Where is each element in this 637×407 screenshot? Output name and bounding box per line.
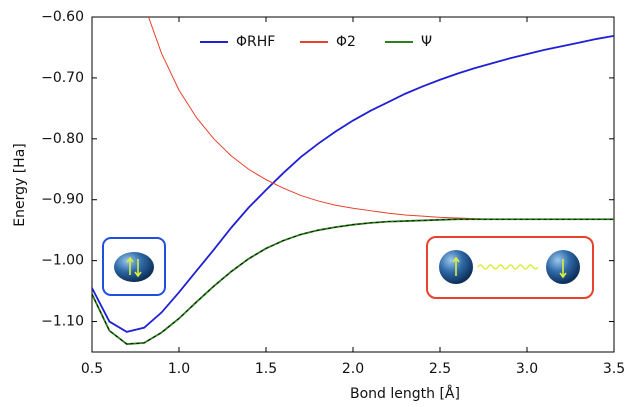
x-tick-label: 1.5 [255,361,277,377]
y-tick-label: −0.60 [41,9,84,25]
series-line [148,17,614,220]
inset-separated [426,236,594,299]
x-tick-label: 2.0 [342,361,364,377]
inset-single [102,237,166,296]
x-axis-label: Bond length [Å] [350,385,460,402]
legend-label: Ψ [421,34,432,50]
y-tick-label: −0.90 [41,192,84,208]
plot-area [92,17,614,346]
x-tick-label: 2.5 [429,361,451,377]
series-line [92,34,614,333]
y-tick-label: −1.10 [41,314,84,330]
y-axis-label: Energy [Ha] [12,143,28,227]
x-tick-label: 3.5 [603,361,625,377]
x-tick-label: 0.5 [81,361,103,377]
legend-label: ΦRHF [236,34,275,50]
y-tick-label: −1.00 [41,253,84,269]
x-tick-label: 3.0 [516,361,538,377]
y-tick-label: −0.70 [41,70,84,86]
series-line-dash [92,218,614,345]
y-tick-label: −0.80 [41,131,84,147]
legend-label: Φ2 [336,34,356,50]
x-tick-label: 1.0 [168,361,190,377]
